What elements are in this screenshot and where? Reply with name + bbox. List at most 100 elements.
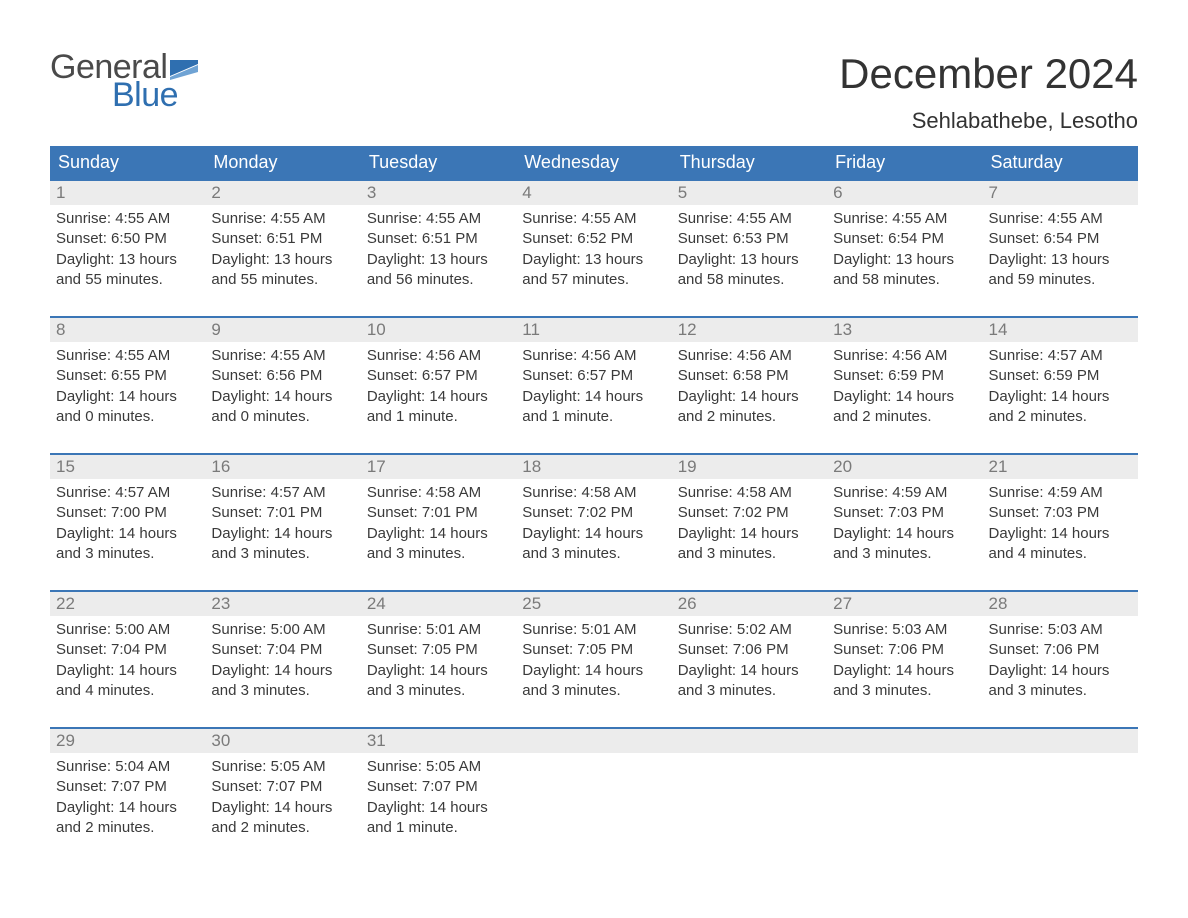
day-number: 8 xyxy=(56,320,65,339)
sunrise-text: Sunrise: 4:57 AM xyxy=(989,346,1132,366)
day-cell: 6Sunrise: 4:55 AMSunset: 6:54 PMDaylight… xyxy=(827,181,982,296)
day-cell: 16Sunrise: 4:57 AMSunset: 7:01 PMDayligh… xyxy=(205,455,360,570)
daylight-line2: and 55 minutes. xyxy=(211,270,354,290)
sunrise-text: Sunrise: 4:58 AM xyxy=(367,483,510,503)
day-body: Sunrise: 4:56 AMSunset: 6:57 PMDaylight:… xyxy=(516,342,671,433)
day-cell: 30Sunrise: 5:05 AMSunset: 7:07 PMDayligh… xyxy=(205,729,360,844)
page-title: December 2024 xyxy=(839,50,1138,98)
day-cell: 24Sunrise: 5:01 AMSunset: 7:05 PMDayligh… xyxy=(361,592,516,707)
dow-cell: Thursday xyxy=(672,146,827,179)
daylight-line2: and 3 minutes. xyxy=(678,681,821,701)
location-title: Sehlabathebe, Lesotho xyxy=(839,108,1138,134)
day-body: Sunrise: 5:00 AMSunset: 7:04 PMDaylight:… xyxy=(205,616,360,707)
day-cell: 27Sunrise: 5:03 AMSunset: 7:06 PMDayligh… xyxy=(827,592,982,707)
day-cell: 12 Sunrise: 4:56 AMSunset: 6:58 PMDayligh… xyxy=(672,318,827,433)
daylight-line1: Daylight: 13 hours xyxy=(833,250,976,270)
sunset-text: Sunset: 6:51 PM xyxy=(367,229,510,249)
daylight-line2: and 58 minutes. xyxy=(833,270,976,290)
sunset-text: Sunset: 7:03 PM xyxy=(989,503,1132,523)
daynum-row: 11 xyxy=(516,318,671,342)
daylight-line2: and 1 minute. xyxy=(367,407,510,427)
daylight-line1: Daylight: 14 hours xyxy=(678,387,821,407)
daylight-line2: and 4 minutes. xyxy=(56,681,199,701)
day-number: 17 xyxy=(367,457,386,476)
daylight-line2: and 59 minutes. xyxy=(989,270,1132,290)
daynum-row: 4 xyxy=(516,181,671,205)
daynum-row: 21 xyxy=(983,455,1138,479)
daylight-line1: Daylight: 14 hours xyxy=(989,661,1132,681)
daylight-line1: Daylight: 14 hours xyxy=(56,798,199,818)
day-cell: 22Sunrise: 5:00 AMSunset: 7:04 PMDayligh… xyxy=(50,592,205,707)
daynum-row: 6 xyxy=(827,181,982,205)
day-body xyxy=(672,753,827,763)
daylight-line2: and 0 minutes. xyxy=(56,407,199,427)
sunrise-text: Sunrise: 4:55 AM xyxy=(56,209,199,229)
sunrise-text: Sunrise: 5:03 AM xyxy=(989,620,1132,640)
daynum-row: 7 xyxy=(983,181,1138,205)
day-number: 12 xyxy=(678,320,697,339)
day-body: Sunrise: 4:57 AMSunset: 7:01 PMDaylight:… xyxy=(205,479,360,570)
day-number: 27 xyxy=(833,594,852,613)
daylight-line2: and 2 minutes. xyxy=(833,407,976,427)
day-cell: 31Sunrise: 5:05 AMSunset: 7:07 PMDayligh… xyxy=(361,729,516,844)
sunrise-text: Sunrise: 4:57 AM xyxy=(56,483,199,503)
day-number: 19 xyxy=(678,457,697,476)
sunset-text: Sunset: 7:00 PM xyxy=(56,503,199,523)
sunset-text: Sunset: 6:58 PM xyxy=(678,366,821,386)
day-cell: 15Sunrise: 4:57 AMSunset: 7:00 PMDayligh… xyxy=(50,455,205,570)
sunrise-text: Sunrise: 4:56 AM xyxy=(367,346,510,366)
sunrise-text: Sunrise: 4:56 AM xyxy=(522,346,665,366)
daynum-row: 10 xyxy=(361,318,516,342)
day-body: Sunrise: 5:00 AMSunset: 7:04 PMDaylight:… xyxy=(50,616,205,707)
daynum-row: 25 xyxy=(516,592,671,616)
daylight-line2: and 57 minutes. xyxy=(522,270,665,290)
sunset-text: Sunset: 6:59 PM xyxy=(833,366,976,386)
week-row: 15Sunrise: 4:57 AMSunset: 7:00 PMDayligh… xyxy=(50,453,1138,570)
sunrise-text: Sunrise: 4:56 AM xyxy=(833,346,976,366)
daylight-line2: and 3 minutes. xyxy=(56,544,199,564)
day-cell: 21Sunrise: 4:59 AMSunset: 7:03 PMDayligh… xyxy=(983,455,1138,570)
daynum-row: 23 xyxy=(205,592,360,616)
week-row: 8Sunrise: 4:55 AMSunset: 6:55 PMDaylight… xyxy=(50,316,1138,433)
daylight-line2: and 3 minutes. xyxy=(211,681,354,701)
day-cell: 10Sunrise: 4:56 AMSunset: 6:57 PMDayligh… xyxy=(361,318,516,433)
brand-logo: General Blue xyxy=(50,50,198,112)
daylight-line2: and 2 minutes. xyxy=(989,407,1132,427)
daylight-line1: Daylight: 14 hours xyxy=(211,661,354,681)
day-cell: 17Sunrise: 4:58 AMSunset: 7:01 PMDayligh… xyxy=(361,455,516,570)
sunrise-text: Sunrise: 5:02 AM xyxy=(678,620,821,640)
day-cell: . xyxy=(827,729,982,844)
day-number: 25 xyxy=(522,594,541,613)
sunset-text: Sunset: 7:02 PM xyxy=(522,503,665,523)
day-cell: 18Sunrise: 4:58 AMSunset: 7:02 PMDayligh… xyxy=(516,455,671,570)
day-number: 28 xyxy=(989,594,1008,613)
daynum-row: 20 xyxy=(827,455,982,479)
daynum-row: 22 xyxy=(50,592,205,616)
daynum-row: . xyxy=(983,729,1138,753)
day-number: 6 xyxy=(833,183,842,202)
daynum-row: . xyxy=(827,729,982,753)
daynum-row: 8 xyxy=(50,318,205,342)
sunset-text: Sunset: 6:55 PM xyxy=(56,366,199,386)
sunset-text: Sunset: 6:50 PM xyxy=(56,229,199,249)
daylight-line1: Daylight: 14 hours xyxy=(678,661,821,681)
day-body: Sunrise: 4:56 AMSunset: 6:58 PMDaylight:… xyxy=(672,342,827,433)
daylight-line2: and 2 minutes. xyxy=(211,818,354,838)
day-body: Sunrise: 5:02 AMSunset: 7:06 PMDaylight:… xyxy=(672,616,827,707)
day-cell: 25Sunrise: 5:01 AMSunset: 7:05 PMDayligh… xyxy=(516,592,671,707)
day-number: 14 xyxy=(989,320,1008,339)
sunrise-text: Sunrise: 4:55 AM xyxy=(833,209,976,229)
sunrise-text: Sunrise: 4:58 AM xyxy=(678,483,821,503)
daylight-line2: and 3 minutes. xyxy=(833,681,976,701)
daynum-row: 31 xyxy=(361,729,516,753)
day-number: 3 xyxy=(367,183,376,202)
day-body xyxy=(983,753,1138,763)
daylight-line1: Daylight: 14 hours xyxy=(678,524,821,544)
daynum-row: 3 xyxy=(361,181,516,205)
daynum-row: . xyxy=(672,729,827,753)
daylight-line1: Daylight: 13 hours xyxy=(522,250,665,270)
sunset-text: Sunset: 6:53 PM xyxy=(678,229,821,249)
sunset-text: Sunset: 6:59 PM xyxy=(989,366,1132,386)
sunset-text: Sunset: 7:06 PM xyxy=(833,640,976,660)
daylight-line2: and 56 minutes. xyxy=(367,270,510,290)
